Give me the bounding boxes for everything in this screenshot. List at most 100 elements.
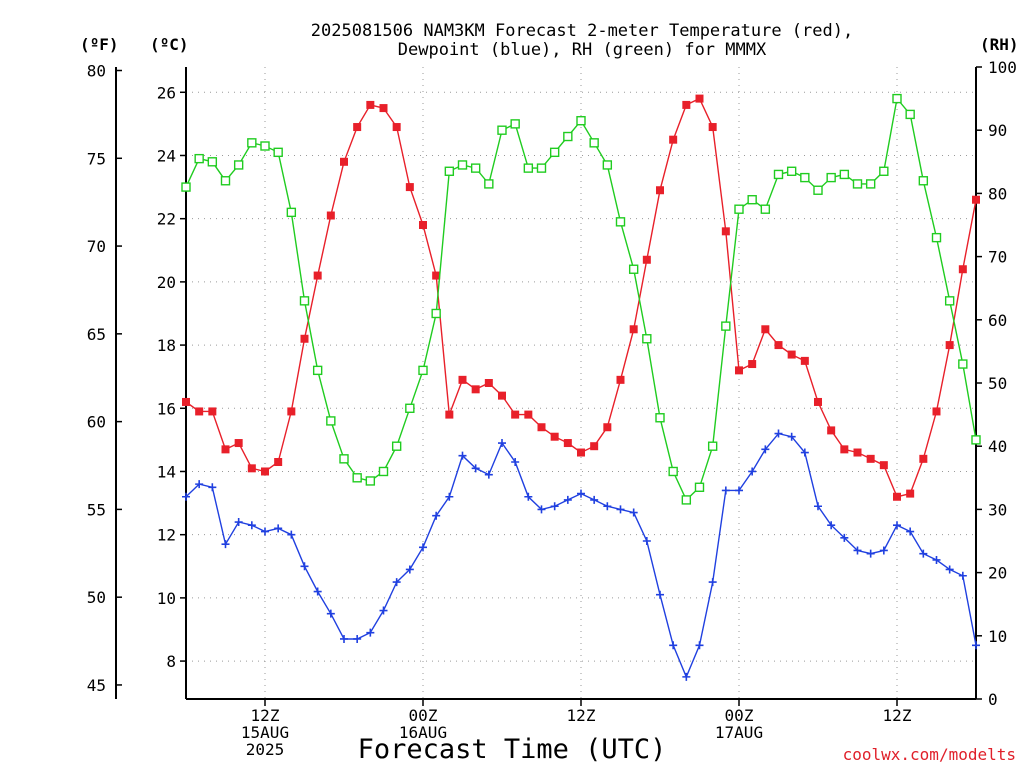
dewpoint-point bbox=[550, 502, 559, 511]
rh-point bbox=[312, 365, 323, 376]
temperature-point bbox=[866, 454, 875, 463]
x-axis-label: Forecast Time (UTC) bbox=[358, 734, 667, 765]
rh-point bbox=[602, 160, 613, 170]
dewpoint-point bbox=[195, 480, 204, 489]
temperature-point bbox=[313, 271, 322, 280]
temperature-point bbox=[498, 391, 506, 400]
rh-tick-label: 60 bbox=[988, 311, 1007, 330]
dewpoint-point bbox=[234, 518, 243, 527]
grid-lines bbox=[186, 67, 976, 699]
series-rh bbox=[181, 93, 981, 505]
data-series bbox=[181, 93, 981, 681]
temperature-point bbox=[366, 100, 375, 109]
rh-point bbox=[563, 131, 573, 142]
temperature-point bbox=[511, 410, 520, 419]
temperature-point bbox=[182, 397, 190, 406]
dewpoint-point bbox=[590, 495, 599, 504]
dewpoint-point bbox=[221, 540, 230, 549]
dewpoint-point bbox=[261, 527, 269, 536]
celsius-unit-label: (ºC) bbox=[150, 35, 189, 54]
dewpoint-point bbox=[787, 432, 796, 441]
rh-point bbox=[589, 138, 599, 148]
temperature-point bbox=[919, 454, 928, 463]
rh-tick-label: 50 bbox=[988, 374, 1007, 393]
rh-point bbox=[839, 169, 850, 180]
rh-point bbox=[905, 109, 915, 120]
rh-point bbox=[549, 147, 560, 158]
dewpoint-point bbox=[972, 641, 980, 650]
temperature-point bbox=[932, 407, 941, 416]
temperature-point bbox=[550, 432, 559, 441]
credit-text: coolwx.com/modelts bbox=[843, 745, 1016, 764]
celsius-tick-label: 18 bbox=[157, 336, 176, 355]
fahrenheit-unit-label: (ºF) bbox=[80, 35, 119, 54]
rh-point bbox=[431, 308, 441, 319]
temperature-point bbox=[879, 461, 888, 470]
temperature-point bbox=[261, 467, 269, 476]
temperature-point bbox=[340, 157, 348, 166]
dewpoint-point bbox=[919, 549, 928, 558]
temperature-point bbox=[800, 356, 809, 365]
rh-point bbox=[365, 476, 376, 486]
temperature-point bbox=[721, 227, 730, 236]
rh-point bbox=[418, 365, 428, 376]
dewpoint-point bbox=[735, 486, 743, 495]
rh-point bbox=[773, 169, 784, 180]
temperature-point bbox=[274, 458, 283, 466]
temperature-point bbox=[695, 94, 704, 103]
rh-point bbox=[668, 466, 678, 477]
dewpoint-point bbox=[300, 562, 309, 571]
rh-point bbox=[628, 264, 639, 274]
dewpoint-point bbox=[524, 492, 533, 501]
dewpoint-point bbox=[537, 505, 546, 514]
temperature-point bbox=[208, 407, 217, 416]
rh-point bbox=[747, 195, 757, 205]
dewpoint-point bbox=[656, 590, 664, 599]
rh-point bbox=[405, 403, 415, 413]
rh-point bbox=[378, 466, 389, 477]
rh-point bbox=[510, 119, 520, 129]
dewpoint-point bbox=[616, 505, 625, 514]
rh-point bbox=[615, 217, 626, 227]
rh-tick-label: 70 bbox=[988, 248, 1007, 267]
fahrenheit-tick-label: 75 bbox=[87, 149, 106, 168]
rh-point bbox=[339, 454, 349, 464]
fahrenheit-tick-label: 50 bbox=[87, 588, 106, 607]
dewpoint-point bbox=[182, 492, 190, 501]
dewpoint-point bbox=[761, 445, 770, 454]
temperature-point bbox=[287, 407, 296, 416]
rh-point bbox=[655, 413, 665, 423]
dewpoint-point bbox=[932, 555, 941, 564]
rh-point bbox=[352, 473, 362, 483]
series-temperature bbox=[182, 94, 980, 501]
rh-tick-label: 30 bbox=[988, 500, 1007, 519]
rh-point bbox=[879, 166, 889, 176]
celsius-tick-label: 14 bbox=[157, 462, 176, 481]
rh-point bbox=[299, 296, 310, 306]
rh-point bbox=[181, 182, 191, 192]
temperature-point bbox=[945, 341, 954, 350]
celsius-tick-label: 26 bbox=[157, 83, 176, 102]
rh-point bbox=[734, 204, 744, 214]
rh-point bbox=[260, 141, 270, 151]
x-tick-label: 00Z bbox=[725, 706, 754, 725]
rh-point bbox=[971, 435, 981, 445]
rh-point bbox=[286, 207, 297, 218]
fahrenheit-tick-label: 60 bbox=[87, 413, 106, 432]
rh-point bbox=[536, 163, 547, 173]
rh-point bbox=[694, 482, 705, 492]
rh-point bbox=[892, 93, 902, 104]
rh-point bbox=[852, 179, 863, 189]
rh-point bbox=[484, 179, 494, 189]
dewpoint-point bbox=[458, 451, 467, 460]
temperature-point bbox=[972, 195, 980, 204]
temperature-point bbox=[893, 492, 901, 501]
x-tick-label: 2025 bbox=[246, 740, 285, 759]
x-tick-label: 17AUG bbox=[715, 723, 763, 742]
dewpoint-point bbox=[827, 521, 836, 530]
temperature-point bbox=[247, 464, 256, 473]
rh-point bbox=[444, 166, 455, 176]
rh-point bbox=[865, 179, 876, 189]
